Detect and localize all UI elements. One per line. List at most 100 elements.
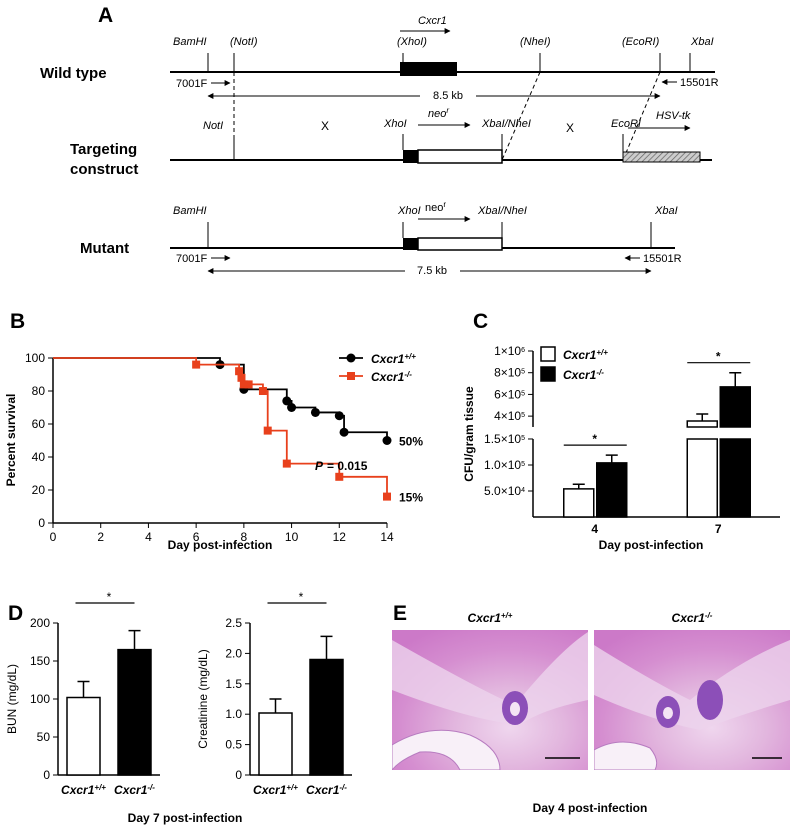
bar xyxy=(309,658,344,776)
exon-box xyxy=(400,62,457,76)
error-bar xyxy=(572,483,585,489)
neo-label: neor xyxy=(428,106,449,121)
row-label: Targeting construct xyxy=(70,141,139,178)
marker xyxy=(346,353,356,363)
y-tick-label: 100 xyxy=(25,351,45,365)
bar xyxy=(596,462,628,518)
y-tick-label-text: 6×10 xyxy=(494,387,521,401)
legend-label-text: Cxcr1 xyxy=(563,368,597,382)
crossover-mark: X xyxy=(566,121,574,135)
site-label: EcoRI xyxy=(611,118,641,130)
y-tick-label: 0 xyxy=(38,516,45,530)
site-label: XbaI/NheI xyxy=(477,205,527,217)
y-tick-label: 40 xyxy=(32,450,46,464)
marker xyxy=(244,380,253,389)
site-label: XhoI xyxy=(383,118,407,130)
gene-diagram: A Wild type Cxcr1 BamHI (NotI) (XhoI) (N… xyxy=(40,4,719,277)
y-axis-label: Percent survival xyxy=(4,394,18,487)
p-text: = 0.015 xyxy=(327,459,368,473)
y-tick-label: 0 xyxy=(43,768,50,782)
marker xyxy=(382,436,392,445)
x-tick-label-sup: +/+ xyxy=(286,783,298,792)
y-tick-label: 1.5×105 xyxy=(484,432,525,446)
y-tick-label-sup: 4 xyxy=(521,486,525,493)
primer-label: 7001F xyxy=(176,78,207,90)
site-label: BamHI xyxy=(173,36,207,48)
neo-text: neo xyxy=(425,202,443,214)
x-tick-label: Cxcr1-/- xyxy=(114,783,155,798)
neo-label: neor xyxy=(425,200,446,215)
x-tick-label-sup: -/- xyxy=(339,783,347,792)
p-value: P = 0.015 xyxy=(315,459,368,473)
legend-label: Cxcr1-/- xyxy=(371,370,412,385)
exon-box xyxy=(403,238,418,250)
x-tick-label-sup: +/+ xyxy=(94,783,106,792)
legend-swatch xyxy=(540,366,556,382)
legend-label-sup: -/- xyxy=(596,368,604,377)
primer-label: 7001F xyxy=(176,253,207,265)
site-label: XbaI/NheI xyxy=(481,118,531,130)
size-label: 7.5 kb xyxy=(417,265,447,277)
y-tick-label: 2.0 xyxy=(225,646,242,660)
primer-label: 15501R xyxy=(680,77,719,89)
legend-label-text: Cxcr1 xyxy=(371,352,405,366)
neo-sup: r xyxy=(446,106,449,115)
x-tick-label-text: Cxcr1 xyxy=(253,783,287,797)
significance-label: * xyxy=(716,350,721,364)
y-tick-label: 8×105 xyxy=(494,366,525,380)
x-axis-label: Day 7 post-infection xyxy=(128,811,243,825)
end-label: 15% xyxy=(399,491,423,505)
panel-label: A xyxy=(98,4,113,27)
y-tick-label: 0.5 xyxy=(225,738,242,752)
crossover-line xyxy=(501,71,541,161)
y-tick-label-text: 1.5×10 xyxy=(484,432,521,446)
error-bar xyxy=(696,413,709,422)
site-label: NotI xyxy=(203,120,223,132)
image-label-sup: -/- xyxy=(705,611,713,620)
y-axis-label: BUN (mg/dL) xyxy=(5,664,19,734)
marker xyxy=(335,472,344,481)
x-tick-label: Cxcr1+/+ xyxy=(253,783,298,798)
error-bar xyxy=(605,454,618,463)
marker xyxy=(258,387,267,395)
bar xyxy=(719,386,751,518)
survival-line xyxy=(53,357,388,441)
panel-label: B xyxy=(10,310,25,333)
bar xyxy=(258,712,293,776)
y-axis-label: Creatinine (mg/dL) xyxy=(196,649,210,748)
x-tick-label-text: Cxcr1 xyxy=(114,783,148,797)
y-tick-label-sup: 6 xyxy=(521,347,525,354)
y-tick-label: 1.0×105 xyxy=(484,458,525,472)
x-tick-label-text: Cxcr1 xyxy=(306,783,340,797)
legend-label: Cxcr1-/- xyxy=(563,368,604,383)
legend-label: Cxcr1+/+ xyxy=(563,348,608,363)
y-tick-label: 1.5 xyxy=(225,677,242,691)
y-tick-label-text: 1.0×10 xyxy=(484,458,521,472)
y-axis-label: CFU/gram tissue xyxy=(462,386,476,482)
y-tick-label: 60 xyxy=(32,417,46,431)
site-label: BamHI xyxy=(173,205,207,217)
image-label-text: Cxcr1 xyxy=(468,611,502,625)
bar xyxy=(563,488,595,518)
marker xyxy=(237,373,246,382)
y-tick-label-sup: 5 xyxy=(521,390,525,397)
end-label: 50% xyxy=(399,435,423,449)
panel-label: C xyxy=(473,310,488,333)
neo-box xyxy=(417,149,503,164)
y-tick-label-text: 1.0 xyxy=(225,707,242,721)
y-tick-label: 4×105 xyxy=(494,409,525,423)
marker xyxy=(287,403,297,412)
site-label: (NotI) xyxy=(230,36,258,48)
bar xyxy=(117,648,152,776)
y-tick-label: 20 xyxy=(32,483,46,497)
significance-label: * xyxy=(107,590,112,604)
crossover-line xyxy=(622,71,661,161)
panel-label: E xyxy=(393,602,407,625)
marker xyxy=(383,492,391,501)
y-tick-label: 1×106 xyxy=(494,344,525,358)
significance-label: * xyxy=(592,432,597,446)
x-tick-label-sup: -/- xyxy=(147,783,155,792)
site-label: (EcoRI) xyxy=(622,36,660,48)
marker xyxy=(310,407,320,417)
